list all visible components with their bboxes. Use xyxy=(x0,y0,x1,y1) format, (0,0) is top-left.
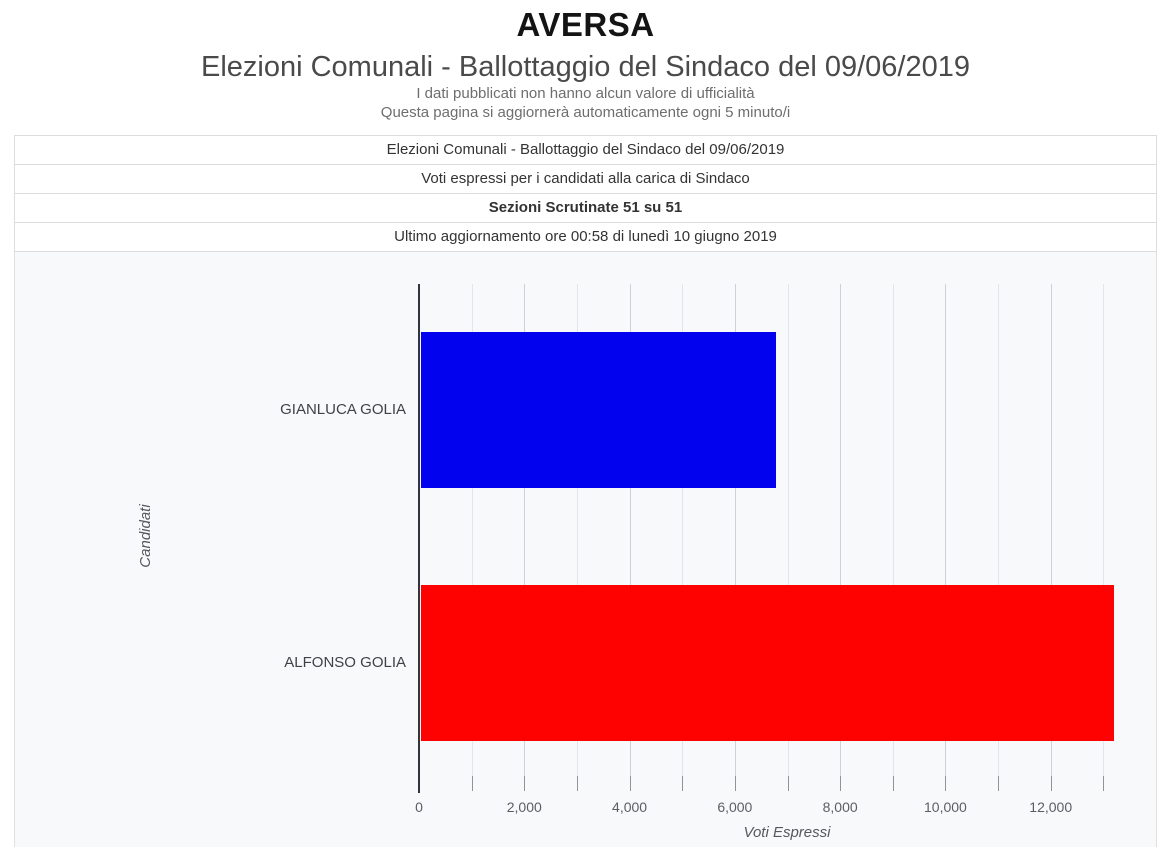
x-tick-label: 8,000 xyxy=(822,799,858,815)
x-axis-title: Voti Espressi xyxy=(743,824,831,841)
gridline xyxy=(892,284,894,789)
x-axis-tick xyxy=(471,776,473,791)
gridline xyxy=(576,284,578,789)
info-table: Elezioni Comunali - Ballottaggio del Sin… xyxy=(14,135,1157,252)
x-axis-tick xyxy=(576,776,578,791)
page-subtitle: Elezioni Comunali - Ballottaggio del Sin… xyxy=(200,51,970,83)
x-axis-tick xyxy=(629,776,631,791)
disclaimer-note: I dati pubblicati non hanno alcun valore… xyxy=(416,85,755,102)
gridline xyxy=(682,284,684,789)
category-label: GIANLUCA GOLIA xyxy=(280,401,406,419)
x-axis-tick xyxy=(945,776,947,791)
gridline xyxy=(1050,284,1052,789)
y-axis-title: Candidati xyxy=(137,504,154,568)
gridline xyxy=(998,284,1000,789)
chart-bar xyxy=(421,584,1115,741)
gridline xyxy=(471,284,473,789)
chart-bar xyxy=(421,332,776,489)
x-axis-tick xyxy=(1103,776,1105,791)
x-axis-tick xyxy=(998,776,1000,791)
info-row-last-update: Ultimo aggiornamento ore 00:58 di lunedì… xyxy=(14,223,1157,252)
x-tick-label: 2,000 xyxy=(506,799,542,815)
gridline xyxy=(629,284,631,789)
x-axis-tick xyxy=(1156,776,1157,791)
autorefresh-note: Questa pagina si aggiornerà automaticame… xyxy=(380,104,791,121)
page-title: AVERSA xyxy=(516,6,655,43)
x-axis-tick xyxy=(892,776,894,791)
x-axis-tick xyxy=(682,776,684,791)
x-axis-tick xyxy=(1050,776,1052,791)
x-tick-label: 0 xyxy=(415,799,423,815)
x-tick-label: 4,000 xyxy=(612,799,648,815)
gridline xyxy=(840,284,842,789)
gridline xyxy=(945,284,947,789)
bar-chart: Candidati Voti Espressi 0 2,000 4,000 6,000… xyxy=(14,252,1157,847)
gridline xyxy=(524,284,526,789)
x-tick-label: 6,000 xyxy=(717,799,753,815)
info-row-sections-counted: Sezioni Scrutinate 51 su 51 xyxy=(14,194,1157,223)
x-axis-tick xyxy=(787,776,789,791)
x-tick-label: 12,000 xyxy=(1029,799,1073,815)
page-header: AVERSA Elezioni Comunali - Ballottaggio … xyxy=(0,0,1171,122)
gridline xyxy=(1103,284,1105,789)
x-axis-tick xyxy=(524,776,526,791)
category-label: ALFONSO GOLIA xyxy=(284,653,406,671)
x-tick-label: 10,000 xyxy=(924,799,967,815)
gridline xyxy=(734,284,736,789)
x-axis-tick xyxy=(734,776,736,791)
info-row-votes-description: Voti espressi per i candidati alla caric… xyxy=(14,165,1157,194)
y-axis-line xyxy=(418,284,420,793)
x-axis-tick xyxy=(840,776,842,791)
info-row-election: Elezioni Comunali - Ballottaggio del Sin… xyxy=(14,135,1157,165)
gridline xyxy=(1156,284,1157,789)
gridline xyxy=(787,284,789,789)
